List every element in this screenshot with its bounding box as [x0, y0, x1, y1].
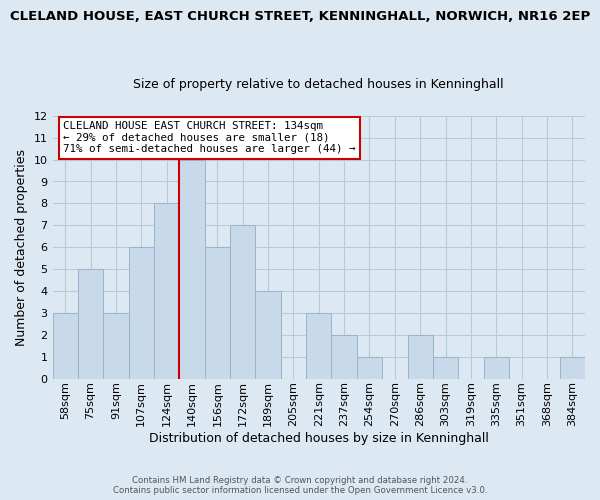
Bar	[560, 357, 585, 378]
Title: Size of property relative to detached houses in Kenninghall: Size of property relative to detached ho…	[133, 78, 504, 91]
Bar	[128, 247, 154, 378]
Bar	[230, 226, 256, 378]
Y-axis label: Number of detached properties: Number of detached properties	[15, 148, 28, 346]
Text: CLELAND HOUSE EAST CHURCH STREET: 134sqm
← 29% of detached houses are smaller (1: CLELAND HOUSE EAST CHURCH STREET: 134sqm…	[63, 121, 356, 154]
Bar	[78, 269, 103, 378]
Bar	[357, 357, 382, 378]
Text: CLELAND HOUSE, EAST CHURCH STREET, KENNINGHALL, NORWICH, NR16 2EP: CLELAND HOUSE, EAST CHURCH STREET, KENNI…	[10, 10, 590, 23]
Bar	[256, 291, 281, 378]
X-axis label: Distribution of detached houses by size in Kenninghall: Distribution of detached houses by size …	[149, 432, 489, 445]
Bar	[433, 357, 458, 378]
Text: Contains HM Land Registry data © Crown copyright and database right 2024.
Contai: Contains HM Land Registry data © Crown c…	[113, 476, 487, 495]
Bar	[103, 313, 128, 378]
Bar	[306, 313, 331, 378]
Bar	[179, 160, 205, 378]
Bar	[331, 335, 357, 378]
Bar	[407, 335, 433, 378]
Bar	[205, 247, 230, 378]
Bar	[484, 357, 509, 378]
Bar	[53, 313, 78, 378]
Bar	[154, 204, 179, 378]
